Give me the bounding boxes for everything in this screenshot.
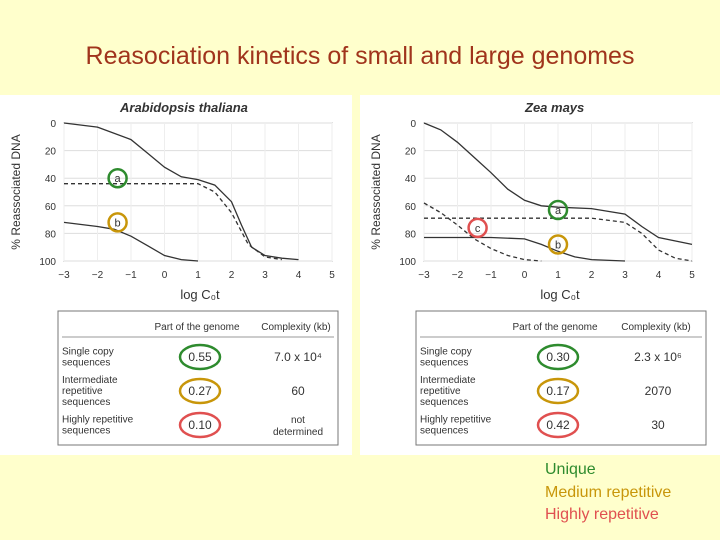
zea-mays-table-fraction: 0.17: [546, 384, 570, 398]
zea-mays-table-complexity: 2.3 x 10⁶: [634, 350, 682, 364]
arabidopsis-x-tick-label: 2: [229, 270, 235, 281]
zea-mays-annotation-ring-c: [467, 217, 488, 239]
zea-mays-annotation-ring-a: [547, 199, 569, 221]
arabidopsis-x-tick-label: 5: [329, 270, 335, 281]
arabidopsis-annotation-ring-a: [107, 167, 128, 189]
arabidopsis-annotation-label-a: a: [115, 173, 122, 185]
arabidopsis-table-row-name: Highly repetitive sequences: [62, 415, 134, 437]
arabidopsis-table-fraction: 0.55: [188, 350, 212, 364]
arabidopsis-y-tick-label: 80: [45, 229, 57, 240]
zea-mays-figure: Zea mays 0 20 40 60 80 100−3 −2 −1 0 1 2 3 4 5 log C₀t%…: [369, 100, 707, 446]
zea-mays-table-fraction-ring: [536, 411, 580, 439]
zea-mays-table-fraction: 0.30: [546, 350, 570, 364]
arabidopsis-x-tick-label: −1: [125, 270, 137, 281]
arabidopsis-y-tick-label: 40: [45, 174, 57, 185]
zea-mays-table-row-name: Intermediate repetitive sequences: [420, 375, 476, 408]
arabidopsis-annotation-ring-b: [107, 212, 128, 233]
arabidopsis-x-tick-label: −3: [58, 270, 70, 281]
arabidopsis-x-tick-label: −2: [92, 270, 104, 281]
arabidopsis-x-tick-label: 1: [195, 270, 201, 281]
zea-mays-series-line-1: [423, 122, 693, 246]
zea-mays-table-header-complexity: Complexity (kb): [621, 322, 690, 333]
arabidopsis-y-tick-label: 20: [45, 147, 57, 158]
arabidopsis-table-fraction-ring: [178, 343, 222, 371]
zea-mays-x-tick-label: −3: [418, 270, 430, 281]
zea-mays-y-tick-label: 20: [405, 147, 417, 158]
zea-mays-x-tick-label: −1: [485, 270, 497, 281]
zea-mays-annotation-ring-b: [547, 234, 569, 255]
arabidopsis-table-complexity: 7.0 x 10⁴: [274, 350, 322, 364]
zea-mays-y-tick-label: 40: [405, 174, 417, 185]
zea-mays-annotation-label-b: b: [555, 239, 561, 251]
zea-mays-y-tick-label: 60: [405, 202, 417, 213]
arabidopsis-table-complexity-cont: determined: [273, 427, 323, 438]
zea-mays-table-fraction-ring: [536, 377, 580, 405]
arabidopsis-table-complexity: 60: [291, 384, 305, 398]
zea-mays-table-frame: [415, 310, 707, 446]
zea-mays-x-axis-label: log C₀t: [540, 287, 580, 302]
legend-highly-repetitive: Highly repetitive: [545, 506, 659, 523]
arabidopsis-chart-title: Arabidopsis thaliana: [119, 100, 248, 115]
arabidopsis-table-fraction-ring: [178, 377, 222, 405]
zea-mays-x-tick-label: −2: [452, 270, 464, 281]
arabidopsis-table-header-complexity: Complexity (kb): [261, 322, 330, 333]
arabidopsis-annotation-label-b: b: [115, 217, 121, 229]
arabidopsis-table-fraction: 0.27: [188, 384, 212, 398]
zea-mays-table-fraction-ring: [536, 343, 580, 371]
zea-mays-x-tick-label: 5: [689, 270, 695, 281]
arabidopsis-y-axis-label: % Reassociated DNA: [9, 134, 23, 249]
zea-mays-table-fraction: 0.42: [546, 418, 570, 432]
arabidopsis-x-tick-label: 0: [162, 270, 168, 281]
arabidopsis-table-header-part: Part of the genome: [154, 322, 239, 333]
zea-mays-y-axis-label: % Reassociated DNA: [369, 134, 383, 249]
zea-mays-series-line-4: [423, 202, 542, 262]
arabidopsis-table-frame: [57, 310, 339, 446]
arabidopsis-panel: Arabidopsis thaliana 0 20 40 60 80 100 −3 −2 −1 0 1…: [0, 95, 352, 455]
zea-mays-chart-title: Zea mays: [524, 100, 584, 115]
zea-mays-x-tick-label: 3: [622, 270, 628, 281]
arabidopsis-table-row-name: Intermediate repetitive sequences: [62, 375, 118, 408]
zea-mays-table-row-name: Single copy sequences: [420, 347, 472, 369]
arabidopsis-series-line-3: [63, 221, 199, 262]
zea-mays-table-complexity: 2070: [645, 384, 672, 398]
zea-mays-panel: Zea mays 0 20 40 60 80 100 −3 −2 −1 0 1 2 3 4 5 log C₀t%…: [360, 95, 720, 455]
arabidopsis-series-line-1: [63, 122, 299, 261]
slide-title: Reasociation kinetics of small and large…: [85, 42, 635, 70]
arabidopsis-table-row-name: Single copy sequences: [62, 347, 114, 369]
zea-mays-y-tick-label: 80: [405, 229, 417, 240]
legend-unique: Unique: [545, 461, 596, 478]
arabidopsis-y-tick-label: 0: [50, 119, 56, 130]
zea-mays-annotation-label-a: a: [555, 205, 562, 217]
zea-mays-x-tick-label: 1: [555, 270, 561, 281]
legend-medium-repetitive: Medium repetitive: [545, 484, 672, 501]
zea-mays-annotation-label-c: c: [475, 223, 481, 235]
zea-mays-y-tick-label: 100: [399, 257, 416, 268]
arabidopsis-y-tick-label: 100: [39, 257, 56, 268]
zea-mays-table-complexity: 30: [651, 418, 665, 432]
zea-mays-x-tick-label: 0: [522, 270, 528, 281]
zea-mays-table-row-name: Highly repetitive sequences: [420, 415, 492, 437]
arabidopsis-x-axis-label: log C₀t: [180, 287, 220, 302]
arabidopsis-series-line-2: [64, 183, 282, 261]
arabidopsis-table-complexity: not: [291, 415, 305, 426]
zea-mays-y-tick-label: 0: [410, 119, 416, 130]
zea-mays-x-tick-label: 4: [656, 270, 662, 281]
arabidopsis-x-tick-label: 3: [262, 270, 268, 281]
arabidopsis-table-fraction-ring: [178, 411, 222, 439]
arabidopsis-table-fraction: 0.10: [188, 418, 212, 432]
zea-mays-x-tick-label: 2: [589, 270, 595, 281]
arabidopsis-y-tick-label: 60: [45, 202, 57, 213]
arabidopsis-x-tick-label: 4: [296, 270, 302, 281]
zea-mays-table-header-part: Part of the genome: [512, 322, 597, 333]
arabidopsis-figure: Arabidopsis thaliana 0 20 40 60 80 100−3 −2 −1 0 1…: [9, 100, 339, 446]
